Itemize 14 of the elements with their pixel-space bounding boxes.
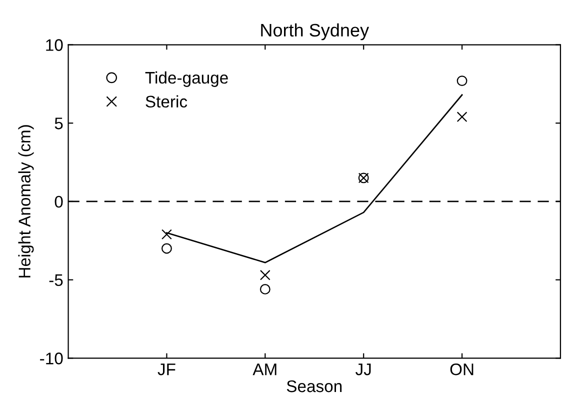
x-tick-label: ON bbox=[450, 363, 474, 376]
y-axis-title: Height Anomaly (cm) bbox=[18, 125, 34, 278]
y-tick-label: -5 bbox=[49, 274, 63, 286]
y-tick-label: 0 bbox=[54, 196, 63, 208]
chart-title: North Sydney bbox=[261, 23, 370, 40]
x-tick-label: AM bbox=[252, 364, 276, 376]
y-tick-label: -10 bbox=[40, 352, 63, 364]
legend-label: Steric bbox=[146, 95, 188, 108]
legend-label: Tide-gauge bbox=[145, 71, 228, 87]
x-axis-title: Season bbox=[286, 380, 342, 392]
y-tick-label: 10 bbox=[46, 39, 63, 51]
x-tick-label: JF bbox=[158, 364, 176, 376]
y-tick-label: 5 bbox=[54, 118, 63, 130]
x-tick-label: JJ bbox=[356, 364, 371, 376]
